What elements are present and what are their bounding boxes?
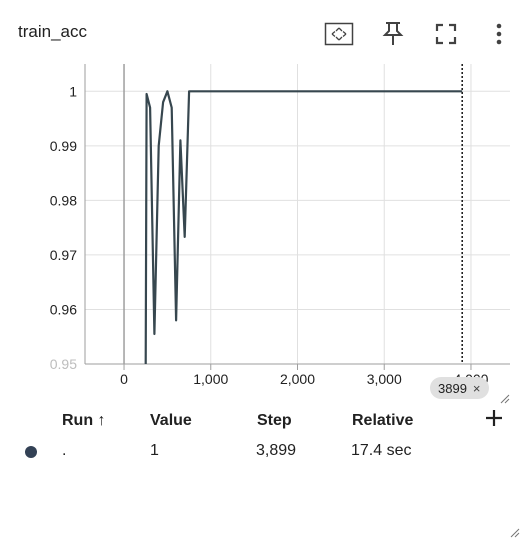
series-line[interactable]	[144, 90, 463, 365]
step-cell: 3,899	[256, 442, 297, 459]
y-tick-label: 0.96	[50, 301, 77, 317]
step-badge-close-icon[interactable]: ×	[472, 380, 481, 396]
more-options-button[interactable]	[483, 18, 515, 50]
step-badge[interactable]: 3899 ×	[430, 377, 489, 399]
pin-icon	[382, 22, 404, 45]
line-chart[interactable]: 0.950.960.970.980.99101,0002,0003,0004,0…	[0, 56, 532, 396]
y-tick-label: 0.95	[50, 356, 77, 372]
add-column-icon[interactable]	[482, 406, 506, 430]
x-tick-label: 0	[120, 371, 128, 387]
x-tick-label: 2,000	[280, 371, 315, 387]
x-tick-label: 3,000	[367, 371, 402, 387]
y-tick-label: 0.97	[50, 247, 77, 263]
card-resize-icon[interactable]	[510, 528, 520, 538]
chart-resize-icon[interactable]	[500, 394, 510, 404]
column-header-value[interactable]: Value	[150, 412, 192, 429]
run-name-cell: .	[62, 442, 67, 459]
y-tick-label: 0.99	[50, 138, 77, 154]
fullscreen-icon	[435, 23, 457, 45]
column-header-relative[interactable]: Relative	[352, 412, 414, 429]
relative-cell: 17.4 sec	[351, 442, 412, 459]
pin-button[interactable]	[377, 18, 409, 50]
step-badge-label: 3899	[438, 380, 467, 396]
y-tick-label: 1	[69, 83, 77, 99]
column-header-step[interactable]: Step	[257, 412, 292, 429]
fullscreen-button[interactable]	[430, 18, 462, 50]
card-title: train_acc	[18, 22, 87, 41]
run-color-dot	[25, 446, 37, 458]
x-tick-label: 1,000	[193, 371, 228, 387]
more-vert-icon	[496, 23, 502, 45]
column-header-run[interactable]: Run ↑	[62, 412, 106, 429]
fit-to-domain-button[interactable]	[323, 18, 355, 50]
value-cell: 1	[150, 442, 159, 459]
y-tick-label: 0.98	[50, 192, 77, 208]
fit-to-domain-icon	[324, 22, 354, 46]
